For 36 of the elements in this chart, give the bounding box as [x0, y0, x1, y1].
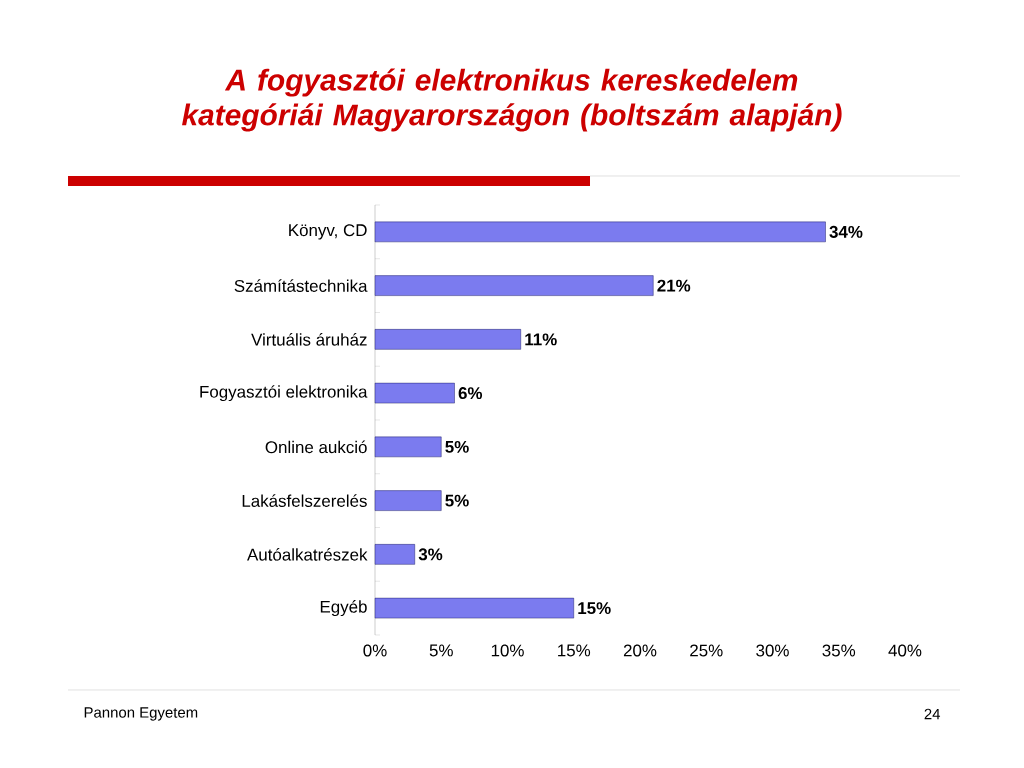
x-tick-label: 15% — [558, 644, 591, 657]
y-tick-label: Fogyasztói elektronika — [200, 385, 368, 402]
x-tick-label: 20% — [623, 644, 657, 657]
data-label: 34% — [829, 225, 863, 238]
bar — [374, 382, 455, 404]
x-tick-label: 30% — [756, 644, 789, 657]
data-label: 15% — [578, 602, 611, 615]
y-tick-label: Lakásfelszerelés — [242, 494, 367, 507]
x-tick-label: 35% — [822, 644, 856, 657]
data-label: 11% — [525, 333, 557, 346]
bar — [374, 436, 442, 458]
text: 24 — [924, 708, 941, 720]
x-tick-label: 0% — [363, 644, 387, 657]
y-tick-label: Könyv, CD — [289, 224, 367, 240]
bar — [374, 329, 521, 350]
x-tick-label: 10% — [491, 644, 524, 657]
bar — [374, 490, 442, 511]
bar — [374, 597, 574, 619]
y-tick-label: Autóalkatrészek — [247, 548, 368, 561]
y-tick-label: Virtuális áruház — [251, 333, 367, 346]
bar — [374, 221, 826, 243]
text: Pannon Egyetem — [84, 707, 198, 721]
x-tick-label: 5% — [429, 644, 453, 657]
bar — [374, 544, 415, 565]
y-tick-label: Egyéb — [320, 600, 367, 617]
data-label: 5% — [445, 494, 469, 507]
data-label: 21% — [657, 279, 691, 292]
bar — [374, 275, 654, 296]
data-label: 5% — [445, 440, 469, 453]
x-tick-label: 40% — [888, 644, 922, 657]
y-tick-label: Online aukció — [265, 440, 367, 454]
chart-title: A fogyasztói elektronikus kereskedelem kategóriái Magyarországon (boltszám alapján) — [182, 68, 842, 132]
x-tick-label: 25% — [690, 644, 723, 657]
y-tick-label: Számítástechnika — [234, 279, 368, 292]
data-label: 6% — [458, 387, 483, 400]
data-label: 3% — [418, 548, 443, 561]
